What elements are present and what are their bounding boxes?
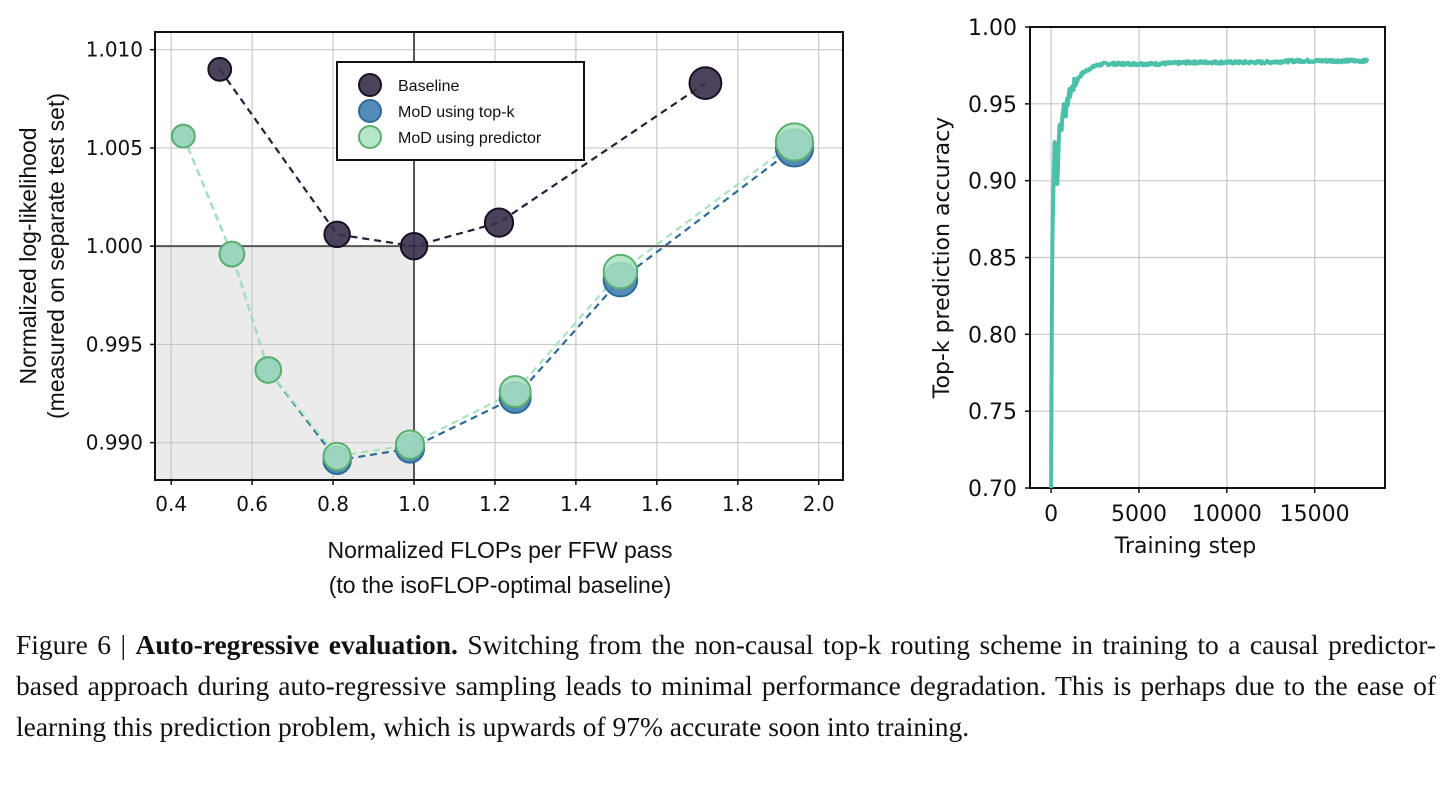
x-tick-label: 10000 bbox=[1192, 502, 1262, 527]
y-tick-label: 0.80 bbox=[968, 323, 1017, 348]
y-tick-label: 1.010 bbox=[86, 38, 143, 62]
figure-caption: Figure 6 | Auto-regressive evaluation. S… bbox=[16, 624, 1436, 747]
y-tick-label: 1.00 bbox=[968, 16, 1017, 41]
caption-title: Auto-regressive evaluation. bbox=[135, 629, 458, 660]
y-tick-label: 0.75 bbox=[968, 400, 1017, 425]
x-tick-label: 5000 bbox=[1111, 502, 1167, 527]
y-tick-label: 1.005 bbox=[86, 136, 143, 160]
y-tick-label: 0.990 bbox=[86, 431, 143, 455]
legend-marker bbox=[358, 73, 382, 97]
x-tick-label: 1.0 bbox=[398, 492, 430, 516]
data-point bbox=[394, 429, 426, 460]
legend-marker bbox=[358, 99, 382, 123]
x-tick-label: 0 bbox=[1044, 502, 1058, 527]
legend-label: MoD using predictor bbox=[398, 130, 542, 147]
x-tick-label: 0.8 bbox=[317, 492, 349, 516]
data-point bbox=[254, 356, 283, 384]
x-tick-label: 1.2 bbox=[479, 492, 511, 516]
figure: 0.4 0.6 0.8 1.0 1.2 1.4 1.6 1.8 2.0 0.990 0.995 1.0… bbox=[15, 16, 1386, 598]
data-point bbox=[602, 253, 639, 290]
caption-text: Switching from the non-causal top-k rout… bbox=[16, 629, 1436, 742]
data-point bbox=[323, 220, 351, 249]
x-axis-label: Training step bbox=[1114, 534, 1256, 559]
x-tick-label: 1.8 bbox=[722, 492, 754, 516]
data-point bbox=[207, 56, 233, 82]
caption-label: Figure 6 | bbox=[16, 629, 136, 660]
y-axis-label: Top-k prediction accuracy bbox=[930, 117, 955, 399]
accuracy-line bbox=[1049, 57, 1370, 489]
x-tick-label: 0.4 bbox=[155, 492, 187, 516]
legend-marker bbox=[358, 125, 382, 149]
y-axis-label: (measured on separate test set) bbox=[43, 93, 69, 419]
series-line bbox=[182, 135, 796, 458]
data-point bbox=[170, 123, 196, 149]
y-tick-label: 0.95 bbox=[968, 93, 1017, 118]
legend-label: MoD using top-k bbox=[398, 104, 515, 121]
x-tick-label: 0.6 bbox=[236, 492, 268, 516]
legend-label: Baseline bbox=[398, 78, 459, 95]
x-tick-label: 1.4 bbox=[560, 492, 592, 516]
data-point bbox=[399, 231, 429, 261]
y-tick-label: 0.70 bbox=[968, 477, 1017, 502]
legend: Baseline MoD using top-k MoD using predict… bbox=[336, 61, 585, 161]
left-chart: 0.4 0.6 0.8 1.0 1.2 1.4 1.6 1.8 2.0 0.990 0.995 1.0… bbox=[15, 31, 844, 598]
x-tick-label: 2.0 bbox=[803, 492, 835, 516]
right-chart: 0 5000 10000 15000 0.70 0.75 0.80 0.85 0.90 0.95 1… bbox=[930, 16, 1386, 559]
x-tick-label: 1.6 bbox=[641, 492, 673, 516]
y-tick-label: 1.000 bbox=[86, 234, 143, 258]
data-point bbox=[218, 240, 246, 268]
data-point bbox=[483, 207, 515, 238]
y-axis-label: Normalized log-likelihood bbox=[15, 128, 41, 385]
data-point bbox=[774, 122, 815, 162]
y-tick-label: 0.995 bbox=[86, 332, 143, 356]
shaded-region bbox=[155, 246, 415, 480]
x-axis-label: Normalized FLOPs per FFW pass bbox=[327, 537, 672, 563]
y-tick-label: 0.85 bbox=[968, 247, 1017, 272]
data-point bbox=[322, 441, 352, 472]
data-point bbox=[498, 375, 532, 409]
plot-frame bbox=[154, 31, 844, 481]
data-point bbox=[688, 66, 723, 100]
x-tick-label: 15000 bbox=[1280, 502, 1350, 527]
x-axis-label: (to the isoFLOP-optimal baseline) bbox=[329, 572, 672, 598]
y-tick-label: 0.90 bbox=[968, 170, 1017, 195]
